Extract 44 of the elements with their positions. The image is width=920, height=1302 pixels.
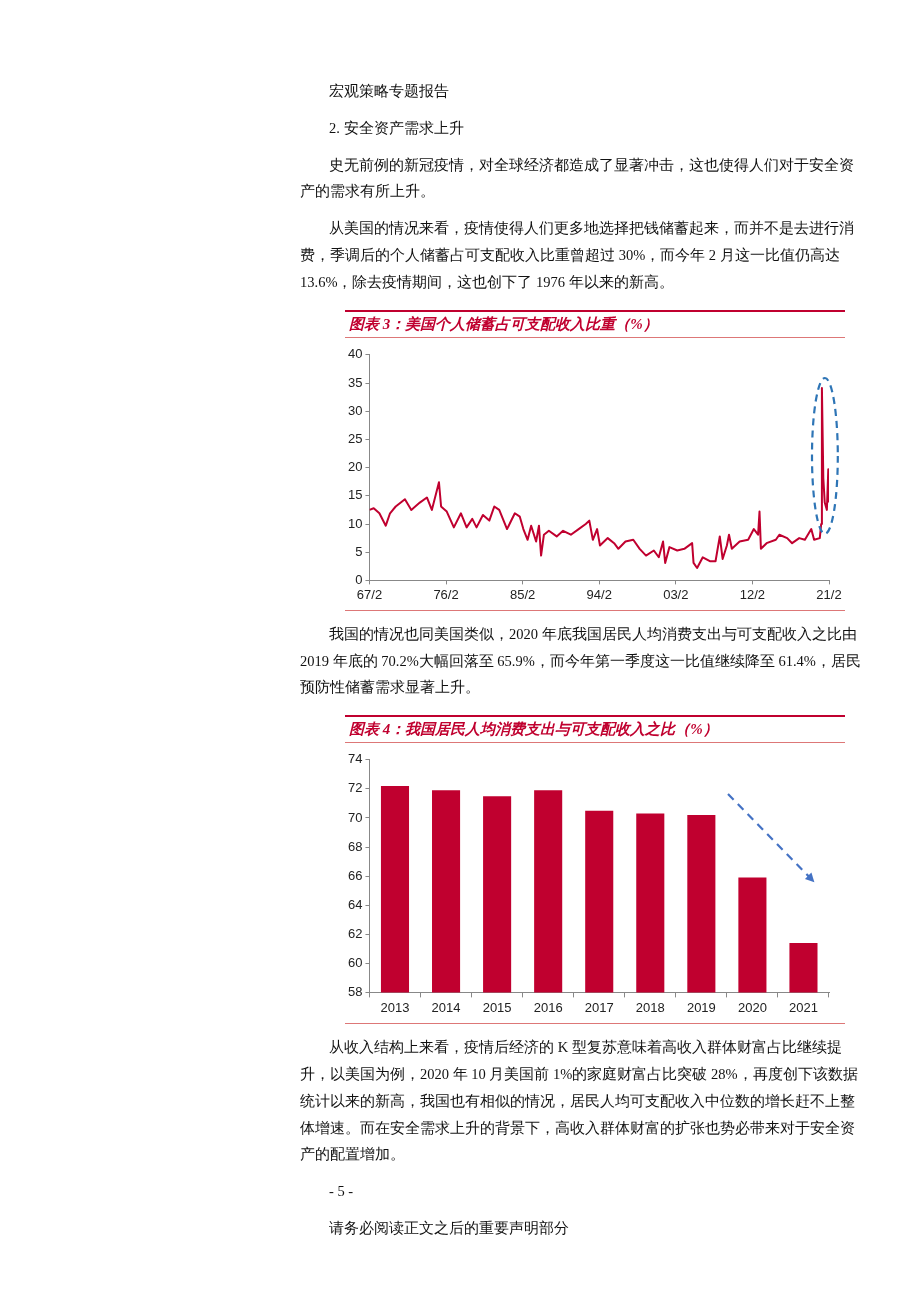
y-tick-label: 74 [347, 751, 363, 767]
text: 我国的情况也同美国类似，2020 年底我国居民人均消费支出与可支配收入之比由 2019 年底的 70.2%大幅回落至 65.9%，而今年第一季度这一比值继续降至 61.4%，居民预防性储蓄需求显著上升。 [300, 624, 862, 698]
y-tick-label: 25 [347, 430, 363, 446]
y-tick-label: 15 [347, 487, 363, 503]
x-tick-label: 2015 [482, 999, 512, 1015]
x-tick-label: 2019 [686, 999, 716, 1015]
text: 2. 安全资产需求上升 [328, 118, 465, 138]
x-tick-label: 21/2 [816, 586, 842, 602]
x-tick-label: 03/2 [663, 586, 689, 602]
y-tick-label: 0 [355, 571, 363, 587]
y-tick-label: 5 [355, 543, 363, 559]
text: - 5 - [328, 1182, 355, 1202]
y-tick-label: 70 [347, 809, 363, 825]
x-tick-label: 2017 [584, 999, 614, 1015]
text: 请务必阅读正文之后的重要声明部分 [328, 1219, 570, 1238]
text: 从收入结构上来看，疫情后经济的 K 型复苏意味着高收入群体财富占比继续提升，以美国为例，2020 年 10 月美国前 1%的家庭财富占比突破 28%，再度创下该数据统计以来的新高，我国也有相似的情况，居民人均可支配收入中位数的增长赶不上整体增速。而在安全需求上升的背景下，高收入群体财富的扩张也势必带来对于安全资产的配置增加。 [300, 1038, 859, 1165]
x-tick-label: 67/2 [356, 586, 383, 602]
x-tick-label: 2013 [380, 999, 410, 1015]
x-tick-label: 94/2 [586, 586, 612, 602]
y-tick-label: 68 [347, 838, 363, 854]
text: 宏观策略专题报告 [328, 82, 450, 101]
y-tick-label: 64 [347, 896, 363, 912]
y-tick-label: 40 [347, 346, 363, 362]
y-tick-label: 35 [347, 374, 363, 390]
x-tick-label: 2018 [635, 999, 665, 1015]
x-tick-label: 2014 [431, 999, 461, 1015]
text: 史无前例的新冠疫情，对全球经济都造成了显著冲击，这也使得人们对于安全资产的需求有所上升。 [300, 155, 855, 202]
y-tick-label: 66 [347, 867, 363, 883]
chart-title: 图表 4：我国居民人均消费支出与可支配收入之比（%） [345, 717, 845, 743]
y-tick-label: 20 [347, 458, 363, 474]
y-tick-label: 58 [347, 984, 363, 1000]
x-tick-label: 2020 [737, 999, 767, 1015]
y-tick-label: 30 [347, 402, 363, 418]
text: 从美国的情况来看，疫情使得人们更多地选择把钱储蓄起来，而并不是去进行消费，季调后的个人储蓄占可支配收入比重曾超过 30%，而今年 2 月这一比值仍高达 13.6%，除去疫情期间，这也创下了 1976 年以来的新高。 [300, 219, 855, 292]
x-tick-label: 2016 [533, 999, 563, 1015]
y-tick-label: 72 [347, 780, 363, 796]
x-tick-label: 85/2 [509, 586, 536, 602]
x-tick-label: 12/2 [739, 586, 766, 602]
y-tick-label: 60 [347, 955, 363, 971]
chart-title: 图表 3：美国个人储蓄占可支配收入比重（%） [345, 311, 845, 337]
y-tick-label: 10 [347, 515, 363, 531]
x-tick-label: 76/2 [433, 586, 459, 602]
x-tick-label: 2021 [789, 999, 818, 1015]
y-tick-label: 62 [347, 925, 363, 941]
